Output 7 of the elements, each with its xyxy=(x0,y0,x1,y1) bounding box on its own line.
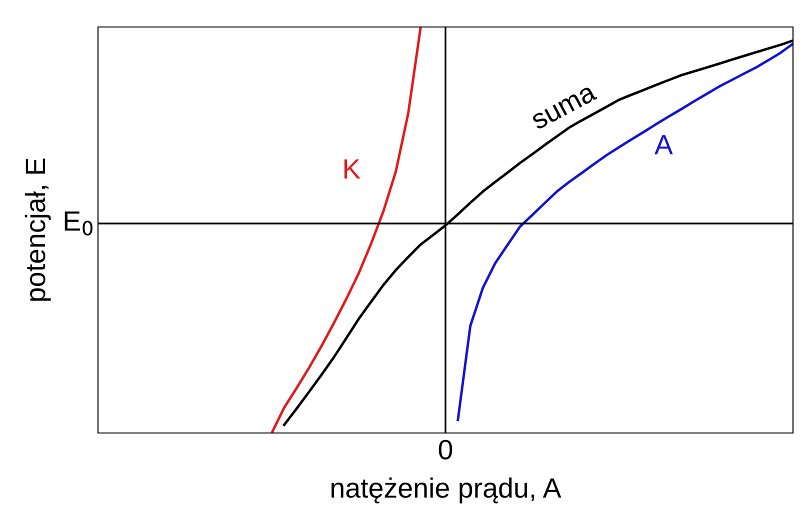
series-label: A xyxy=(654,135,673,154)
text: E$_{0}$ xyxy=(64,212,92,236)
x-axis-title: natężenie prądu, A xyxy=(332,477,562,504)
y-axis-title: potencjał, E xyxy=(24,158,51,301)
text: suma xyxy=(531,85,598,130)
text: 0 xyxy=(438,440,452,460)
series-label: K xyxy=(344,159,360,179)
